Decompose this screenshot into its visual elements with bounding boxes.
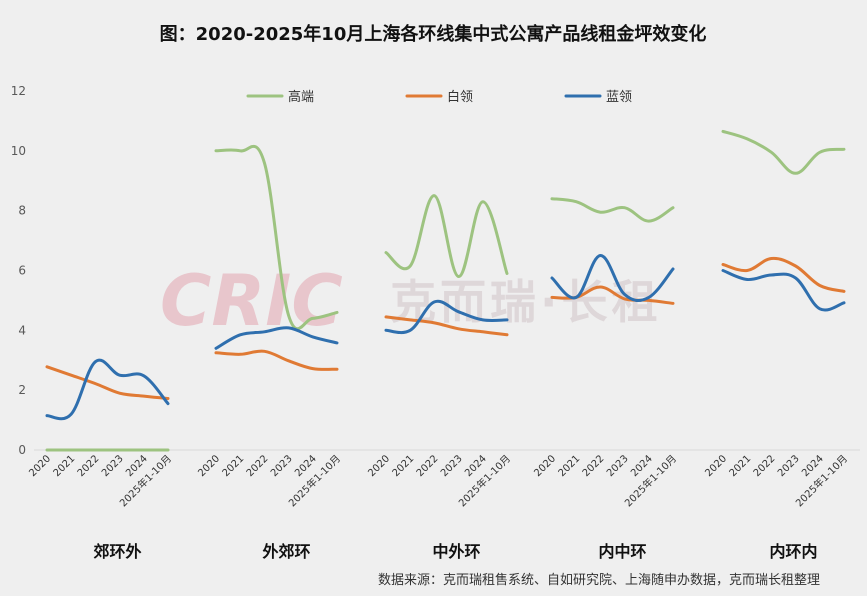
x-tick-label: 2020: [196, 453, 222, 479]
x-tick-label: 2023: [439, 453, 465, 479]
y-tick-label: 2: [18, 383, 26, 397]
series-line: [721, 269, 846, 312]
y-tick-label: 8: [18, 204, 26, 218]
series-line: [721, 129, 846, 175]
y-tick-label: 4: [18, 323, 26, 337]
plot-area: [45, 129, 846, 452]
x-tick-label: 2021: [221, 453, 247, 479]
group-label: 内环内: [769, 542, 817, 561]
series-line: [550, 197, 675, 223]
chart-title: 图：2020-2025年10月上海各环线集中式公寓产品线租金坪效变化: [160, 23, 707, 45]
legend: 高端 白领 蓝领: [246, 89, 632, 105]
x-tick-label: 2020: [703, 453, 729, 479]
legend-label: 高端: [288, 89, 314, 105]
series-line: [214, 349, 339, 371]
x-tick-label: 2021: [557, 453, 583, 479]
legend-label: 蓝领: [606, 90, 632, 105]
x-tick-label: 2020: [532, 453, 558, 479]
group-labels: 郊环外 外郊环 中外环 内中环 内环内: [93, 542, 817, 561]
group-label: 中外环: [432, 542, 480, 561]
series-line: [384, 315, 509, 337]
x-tick-label: 2022: [581, 453, 607, 479]
watermark-logo: CRIC: [160, 260, 343, 342]
x-tick-label: 2021: [728, 453, 754, 479]
group-label: 郊环外: [93, 542, 141, 561]
x-tick-label: 2020: [27, 453, 53, 479]
x-tick-label: 2022: [752, 453, 778, 479]
x-tick-label: 2021: [52, 453, 78, 479]
y-tick-label: 12: [11, 84, 26, 98]
series-line: [45, 365, 170, 400]
x-tick-label: 2022: [415, 453, 441, 479]
x-tick-label: 2023: [100, 453, 126, 479]
x-tick-label: 2023: [776, 453, 802, 479]
group-label: 外郊环: [261, 542, 310, 561]
y-tick-label: 6: [18, 264, 26, 278]
x-tick-label: 2022: [76, 453, 102, 479]
x-tick-label: 2023: [269, 453, 295, 479]
y-tick-label: 10: [11, 144, 26, 158]
x-tick-label: 2020: [366, 453, 392, 479]
series-line: [721, 256, 846, 293]
series-line: [214, 326, 339, 350]
source-note: 数据来源：克而瑞租售系统、自如研究院、上海随申办数据，克而瑞长租整理: [378, 572, 820, 588]
x-tick-label: 2023: [605, 453, 631, 479]
y-tick-label: 0: [18, 443, 26, 457]
series-line: [45, 358, 170, 421]
legend-label: 白领: [447, 89, 473, 105]
watermark: CRIC 克而瑞·长租: [160, 260, 657, 342]
group-label: 内中环: [598, 542, 646, 561]
x-tick-label: 2021: [391, 453, 417, 479]
series-line: [550, 254, 675, 302]
series-line: [384, 299, 509, 335]
series-line: [384, 194, 509, 279]
y-axis: 0 2 4 6 8 10 12: [11, 84, 26, 457]
x-tick-label: 2022: [245, 453, 271, 479]
